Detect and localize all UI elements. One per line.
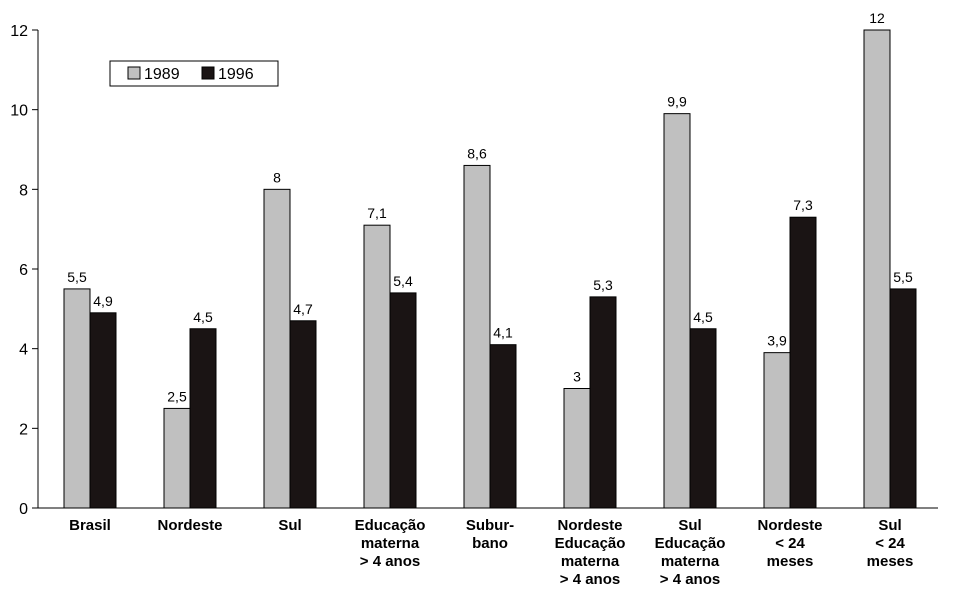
data-label-1989: 8 [273, 169, 281, 185]
category-label: > 4 anos [660, 571, 720, 588]
category-label: < 24 [775, 535, 805, 552]
category-label: Sul [278, 517, 301, 534]
data-label-1989: 2,5 [167, 388, 187, 404]
category-label: Nordeste [557, 517, 622, 534]
y-tick-label: 10 [10, 103, 28, 120]
category-label: materna [361, 535, 420, 552]
category-label: Educação [355, 517, 426, 534]
category-label: meses [767, 553, 814, 570]
bar-1989 [63, 288, 91, 509]
category-label: bano [472, 535, 508, 552]
bar-1989 [563, 388, 591, 509]
bar-1996 [589, 296, 617, 509]
y-tick-label: 0 [19, 501, 28, 518]
data-label-1996: 5,5 [893, 269, 913, 285]
category-label: Educação [655, 535, 726, 552]
data-label-1989: 7,1 [367, 205, 387, 221]
data-labels: 5,5 4,9 2,5 4,5 8 4,7 7,1 5,4 8,6 4,1 3 5,3 9,9 4,5 3,… [67, 10, 913, 404]
category-label: Brasil [69, 517, 111, 534]
category-label: Nordeste [757, 517, 822, 534]
bar-1989 [863, 29, 891, 509]
legend-swatch-1989 [127, 66, 141, 80]
bar-1996 [889, 288, 917, 509]
data-label-1996: 7,3 [793, 197, 813, 213]
bar-1996 [389, 292, 417, 509]
bars [63, 29, 917, 509]
data-label-1989: 12 [869, 10, 885, 26]
bar-1989 [163, 407, 191, 509]
data-label-1996: 4,1 [493, 325, 513, 341]
category-label: Subur- [466, 517, 514, 534]
y-tick-label: 2 [19, 421, 28, 438]
bar-1989 [463, 164, 491, 509]
bar-1996 [89, 312, 117, 509]
data-label-1996: 4,5 [693, 309, 713, 325]
y-tick-label: 6 [19, 262, 28, 279]
bar-1989 [663, 113, 691, 509]
bar-1989 [363, 224, 391, 509]
data-label-1989: 8,6 [467, 145, 487, 161]
data-label-1996: 4,5 [193, 309, 213, 325]
legend-label-1989: 1989 [144, 66, 180, 83]
category-label: meses [867, 553, 914, 570]
data-label-1989: 5,5 [67, 269, 87, 285]
category-label: materna [661, 553, 720, 570]
data-label-1989: 3 [573, 369, 581, 385]
bar-1996 [489, 344, 517, 509]
category-label: Educação [555, 535, 626, 552]
bar-1996 [189, 328, 217, 509]
data-label-1996: 5,3 [593, 277, 613, 293]
category-label: < 24 [875, 535, 905, 552]
y-tick-label: 4 [19, 342, 28, 359]
bar-1996 [289, 320, 317, 509]
legend: 1989 1996 [109, 60, 279, 87]
legend-swatch-1996 [201, 66, 215, 80]
legend-label-1996: 1996 [218, 66, 254, 83]
y-tick-label: 8 [19, 182, 28, 199]
category-label: > 4 anos [560, 571, 620, 588]
category-label: Sul [678, 517, 701, 534]
bar-1989 [763, 352, 791, 509]
data-label-1996: 4,9 [93, 293, 113, 309]
bar-1996 [789, 216, 817, 509]
bar-1989 [263, 188, 291, 509]
bar-1996 [689, 328, 717, 509]
data-label-1996: 4,7 [293, 301, 313, 317]
y-tick-label: 12 [10, 23, 28, 40]
category-label: > 4 anos [360, 553, 420, 570]
category-label: Sul [878, 517, 901, 534]
data-label-1996: 5,4 [393, 273, 413, 289]
data-label-1989: 3,9 [767, 333, 787, 349]
category-label: Nordeste [157, 517, 222, 534]
category-label: materna [561, 553, 620, 570]
data-label-1989: 9,9 [667, 94, 687, 110]
